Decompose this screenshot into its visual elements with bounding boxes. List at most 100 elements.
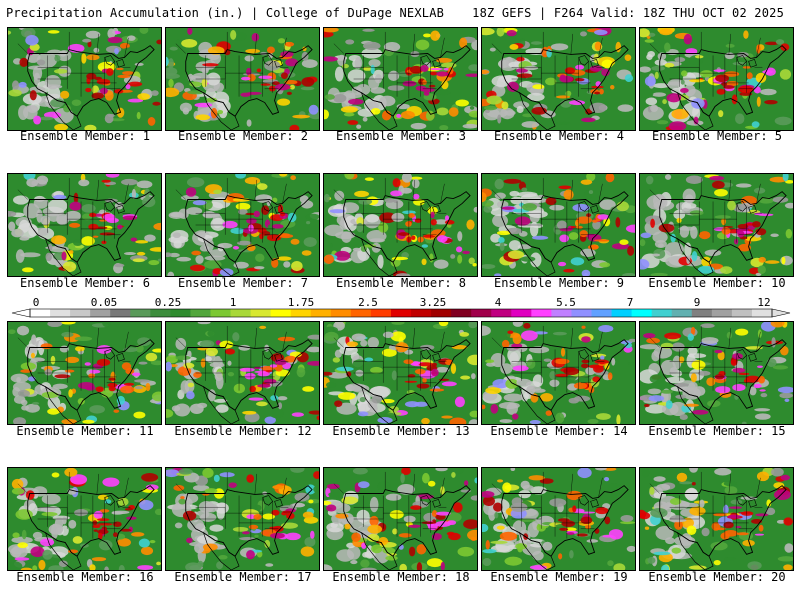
dry-area [687, 353, 707, 359]
precip-area [91, 557, 107, 562]
dry-area [532, 550, 544, 561]
precip-area [627, 245, 635, 256]
precip-area [449, 417, 467, 424]
precip-area [277, 336, 296, 342]
heavy-precip [757, 365, 763, 368]
colorbar-tick-label: 0.05 [91, 296, 118, 309]
precip-area [685, 194, 694, 204]
precip-area [416, 544, 427, 555]
dry-area [218, 106, 228, 119]
province-border [728, 473, 732, 495]
colorbar-max-arrow [771, 308, 791, 318]
heavy-precip [414, 368, 426, 375]
precip-map [640, 468, 793, 570]
precip-area [774, 116, 792, 126]
precip-area [390, 331, 406, 342]
province-border [649, 483, 660, 494]
precip-area [144, 234, 156, 242]
colorbar-swatch [110, 309, 131, 317]
precip-area [749, 386, 757, 396]
precip-area [270, 395, 279, 401]
colorbar-swatch [270, 309, 292, 317]
precip-area [735, 183, 752, 188]
precip-area [482, 192, 487, 203]
precip-area [105, 174, 120, 178]
precip-area [724, 52, 735, 60]
mexico-border [518, 237, 556, 276]
heavy-precip [248, 224, 254, 232]
precip-area [650, 218, 655, 228]
colorbar-swatch [190, 309, 211, 317]
precip-area [71, 99, 82, 106]
precip-area [761, 334, 767, 344]
great-lakes [262, 495, 283, 508]
precip-area [654, 71, 659, 80]
precip-area [150, 360, 161, 366]
heavy-precip [265, 370, 273, 373]
precip-map [640, 174, 793, 276]
precip-area [530, 41, 543, 45]
precip-area [199, 339, 215, 348]
precip-area [773, 482, 785, 489]
precip-area [673, 382, 689, 387]
precip-area [232, 526, 249, 532]
precip-area [581, 325, 586, 329]
precip-area [300, 546, 315, 557]
precip-area [202, 543, 218, 551]
heavy-precip [108, 386, 116, 392]
precip-area [679, 414, 688, 421]
dry-area [529, 252, 542, 268]
heavy-precip [595, 507, 609, 515]
ensemble-member-caption: Ensemble Member: 6 [19, 276, 151, 290]
province-border [412, 327, 416, 349]
precip-area [345, 39, 355, 45]
heavy-precip [572, 505, 577, 513]
heavy-precip [758, 524, 764, 532]
precip-area [715, 210, 721, 215]
dry-area [345, 93, 363, 99]
precip-area [384, 198, 395, 203]
precip-area [384, 413, 397, 417]
precip-area [324, 564, 333, 570]
precip-area [751, 121, 760, 128]
precip-area [599, 262, 611, 268]
heavy-precip [263, 378, 277, 384]
precip-area [626, 545, 635, 553]
colorbar-swatch [350, 309, 372, 317]
province-border [728, 33, 732, 55]
heavy-precip [447, 520, 457, 526]
dry-area [685, 72, 704, 78]
precip-area [237, 208, 248, 215]
precip-area [289, 84, 295, 90]
dry-area [503, 393, 524, 402]
heavy-precip [592, 376, 601, 383]
precip-area [457, 231, 463, 242]
precip-area [604, 362, 610, 370]
heavy-precip [115, 67, 124, 71]
precip-area [549, 498, 567, 507]
precip-area [33, 115, 42, 125]
precip-map [640, 28, 793, 130]
heavy-precip [444, 220, 455, 225]
mexico-border [44, 237, 82, 276]
precip-area [341, 496, 359, 505]
precip-area [283, 261, 291, 268]
precip-area [468, 257, 475, 265]
chart-title: Precipitation Accumulation (in.) | Colle… [6, 6, 445, 20]
precip-area [482, 325, 491, 336]
precip-area [277, 38, 286, 44]
precip-area [107, 28, 116, 39]
precip-area [699, 70, 714, 78]
precip-area [201, 67, 209, 74]
precip-area [11, 228, 24, 238]
precip-area [348, 98, 364, 105]
heavy-precip [723, 71, 740, 77]
heavy-precip [712, 513, 728, 517]
heavy-precip [253, 210, 260, 218]
precip-area [202, 63, 219, 67]
precip-area [233, 261, 249, 269]
ensemble-member-caption: Ensemble Member: 5 [651, 129, 783, 143]
dry-area [44, 75, 62, 90]
heavy-precip [415, 85, 427, 91]
precip-area [50, 355, 56, 365]
